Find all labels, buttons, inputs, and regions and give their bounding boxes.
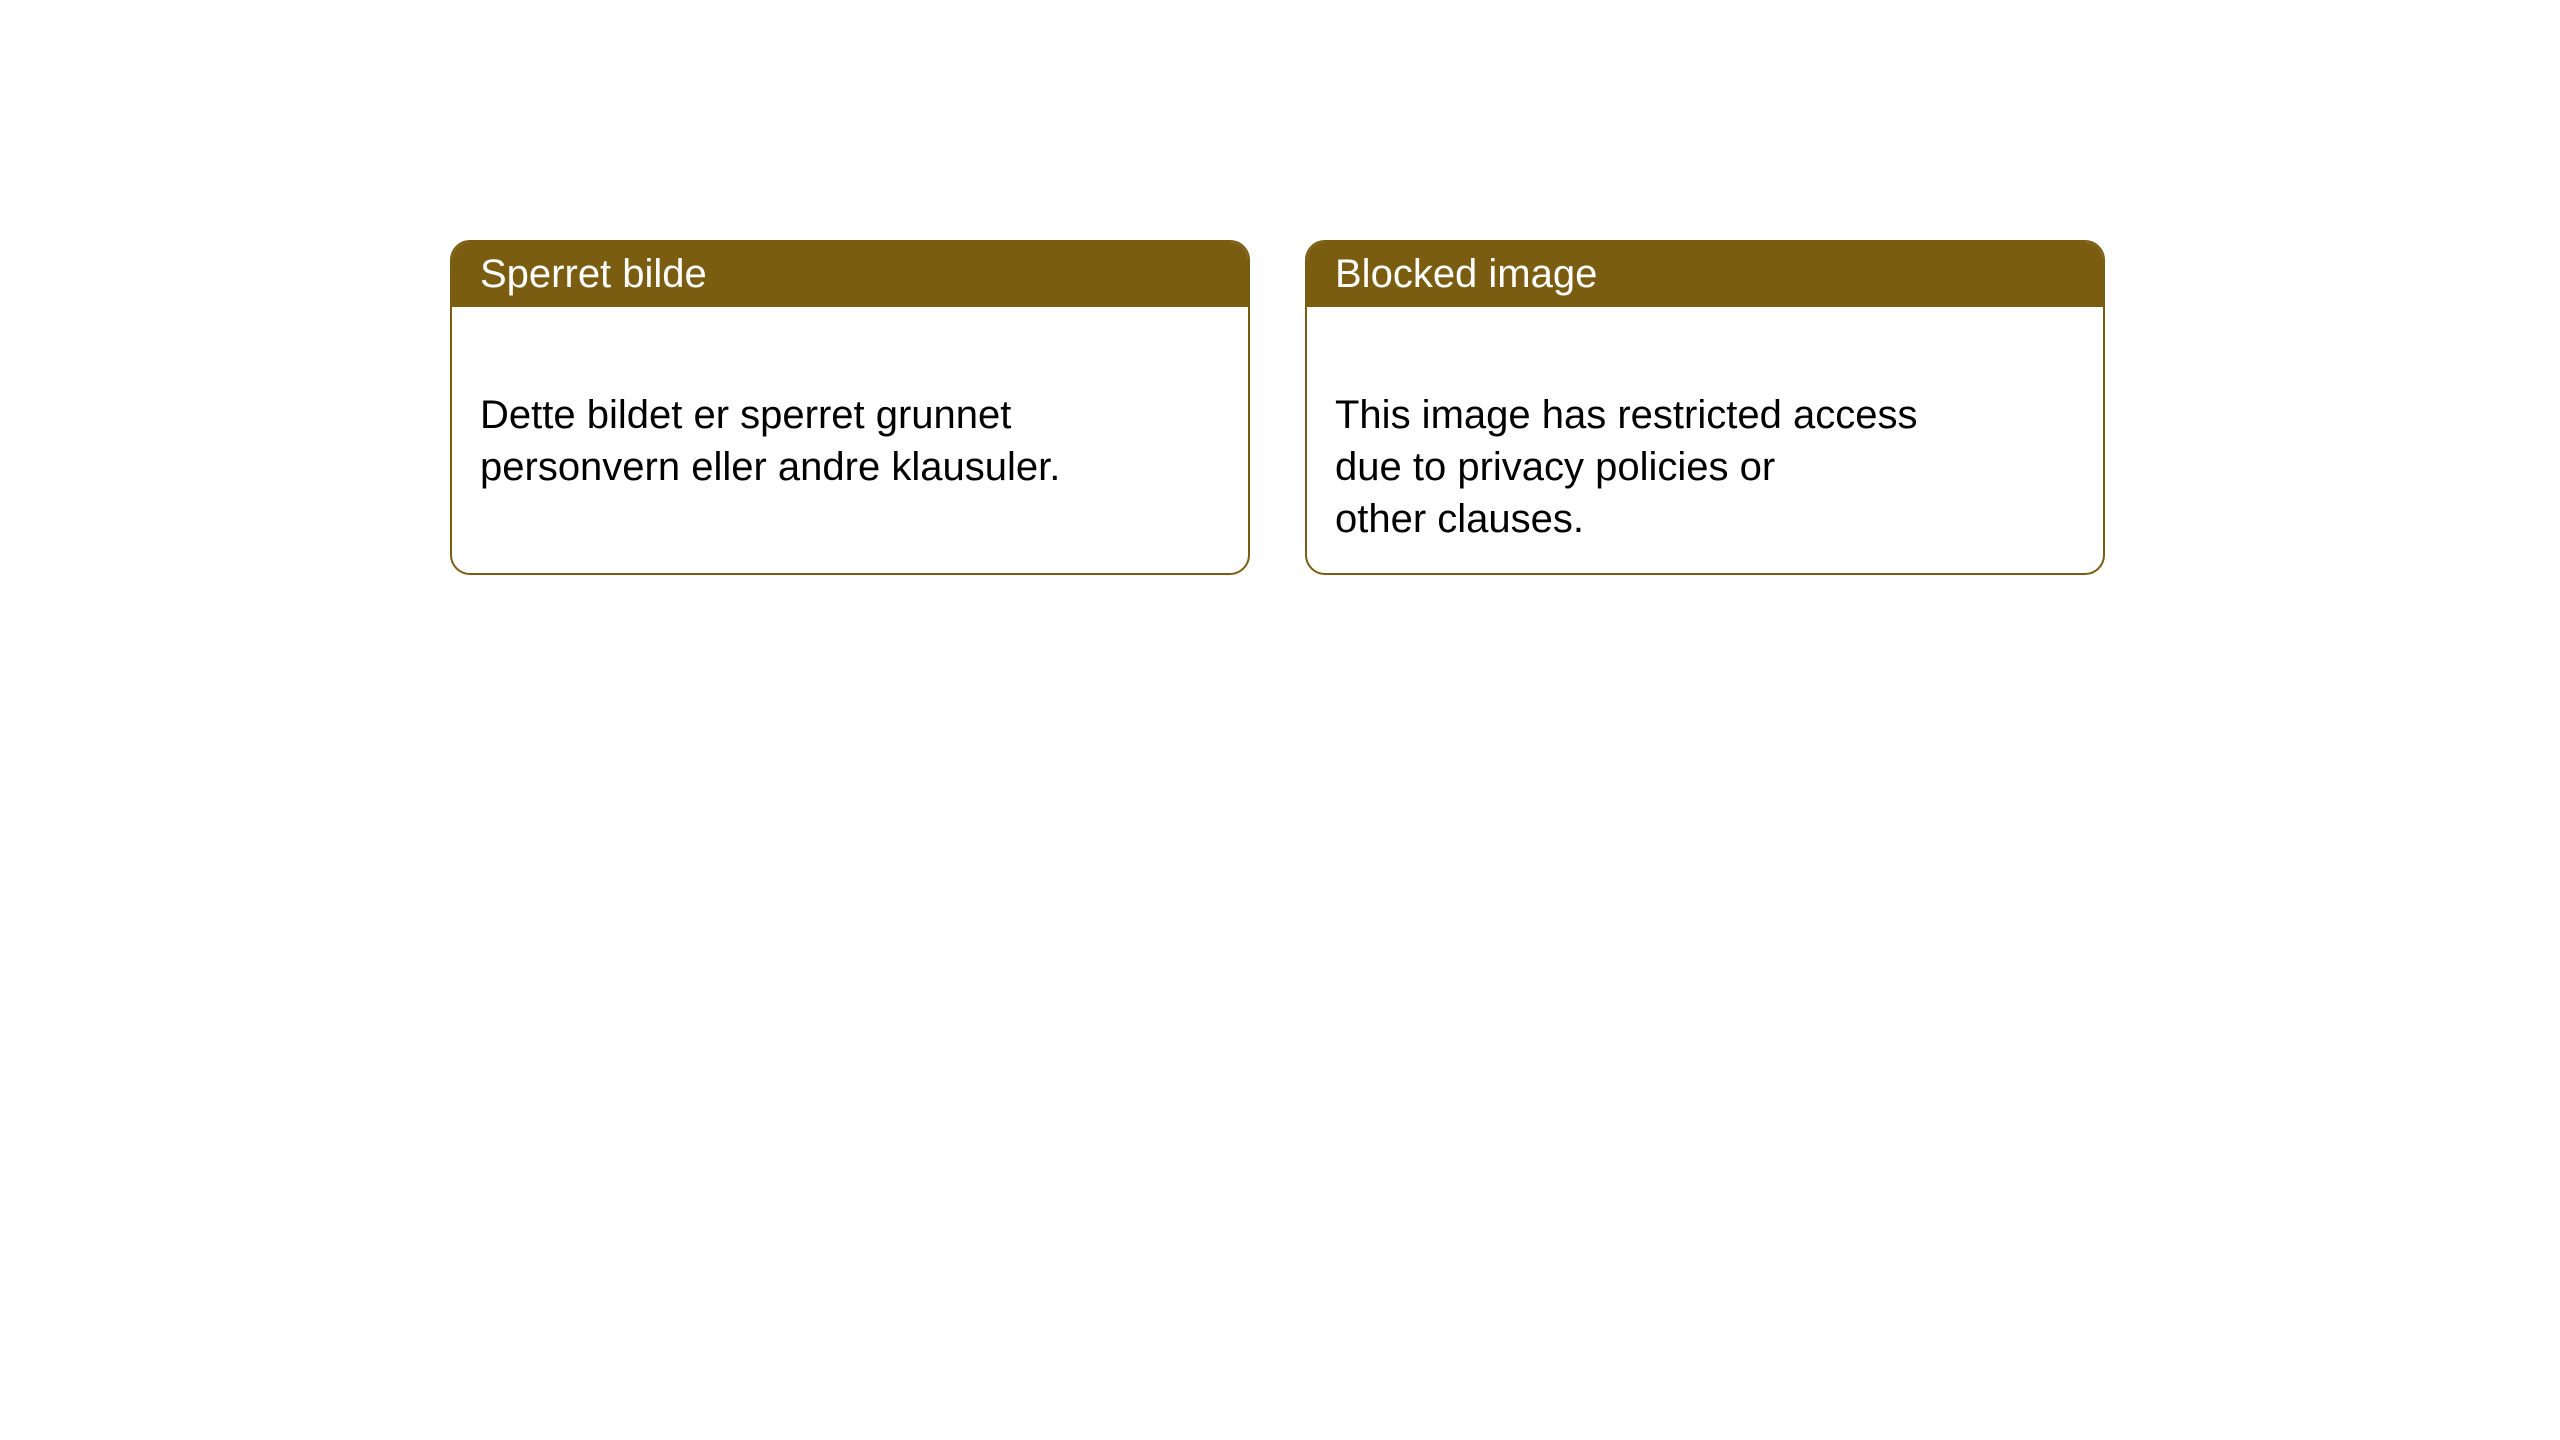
notice-card-norwegian: Sperret bilde Dette bildet er sperret gr… <box>450 240 1250 575</box>
notice-header: Blocked image <box>1307 242 2103 307</box>
notice-title: Blocked image <box>1335 252 1597 296</box>
notice-title: Sperret bilde <box>480 252 707 296</box>
notice-body-text: This image has restricted access due to … <box>1335 393 1917 541</box>
notice-body: This image has restricted access due to … <box>1307 307 2103 575</box>
notice-container: Sperret bilde Dette bildet er sperret gr… <box>0 0 2560 575</box>
notice-card-english: Blocked image This image has restricted … <box>1305 240 2105 575</box>
notice-body-text: Dette bildet er sperret grunnet personve… <box>480 393 1060 489</box>
notice-body: Dette bildet er sperret grunnet personve… <box>452 307 1248 523</box>
notice-header: Sperret bilde <box>452 242 1248 307</box>
